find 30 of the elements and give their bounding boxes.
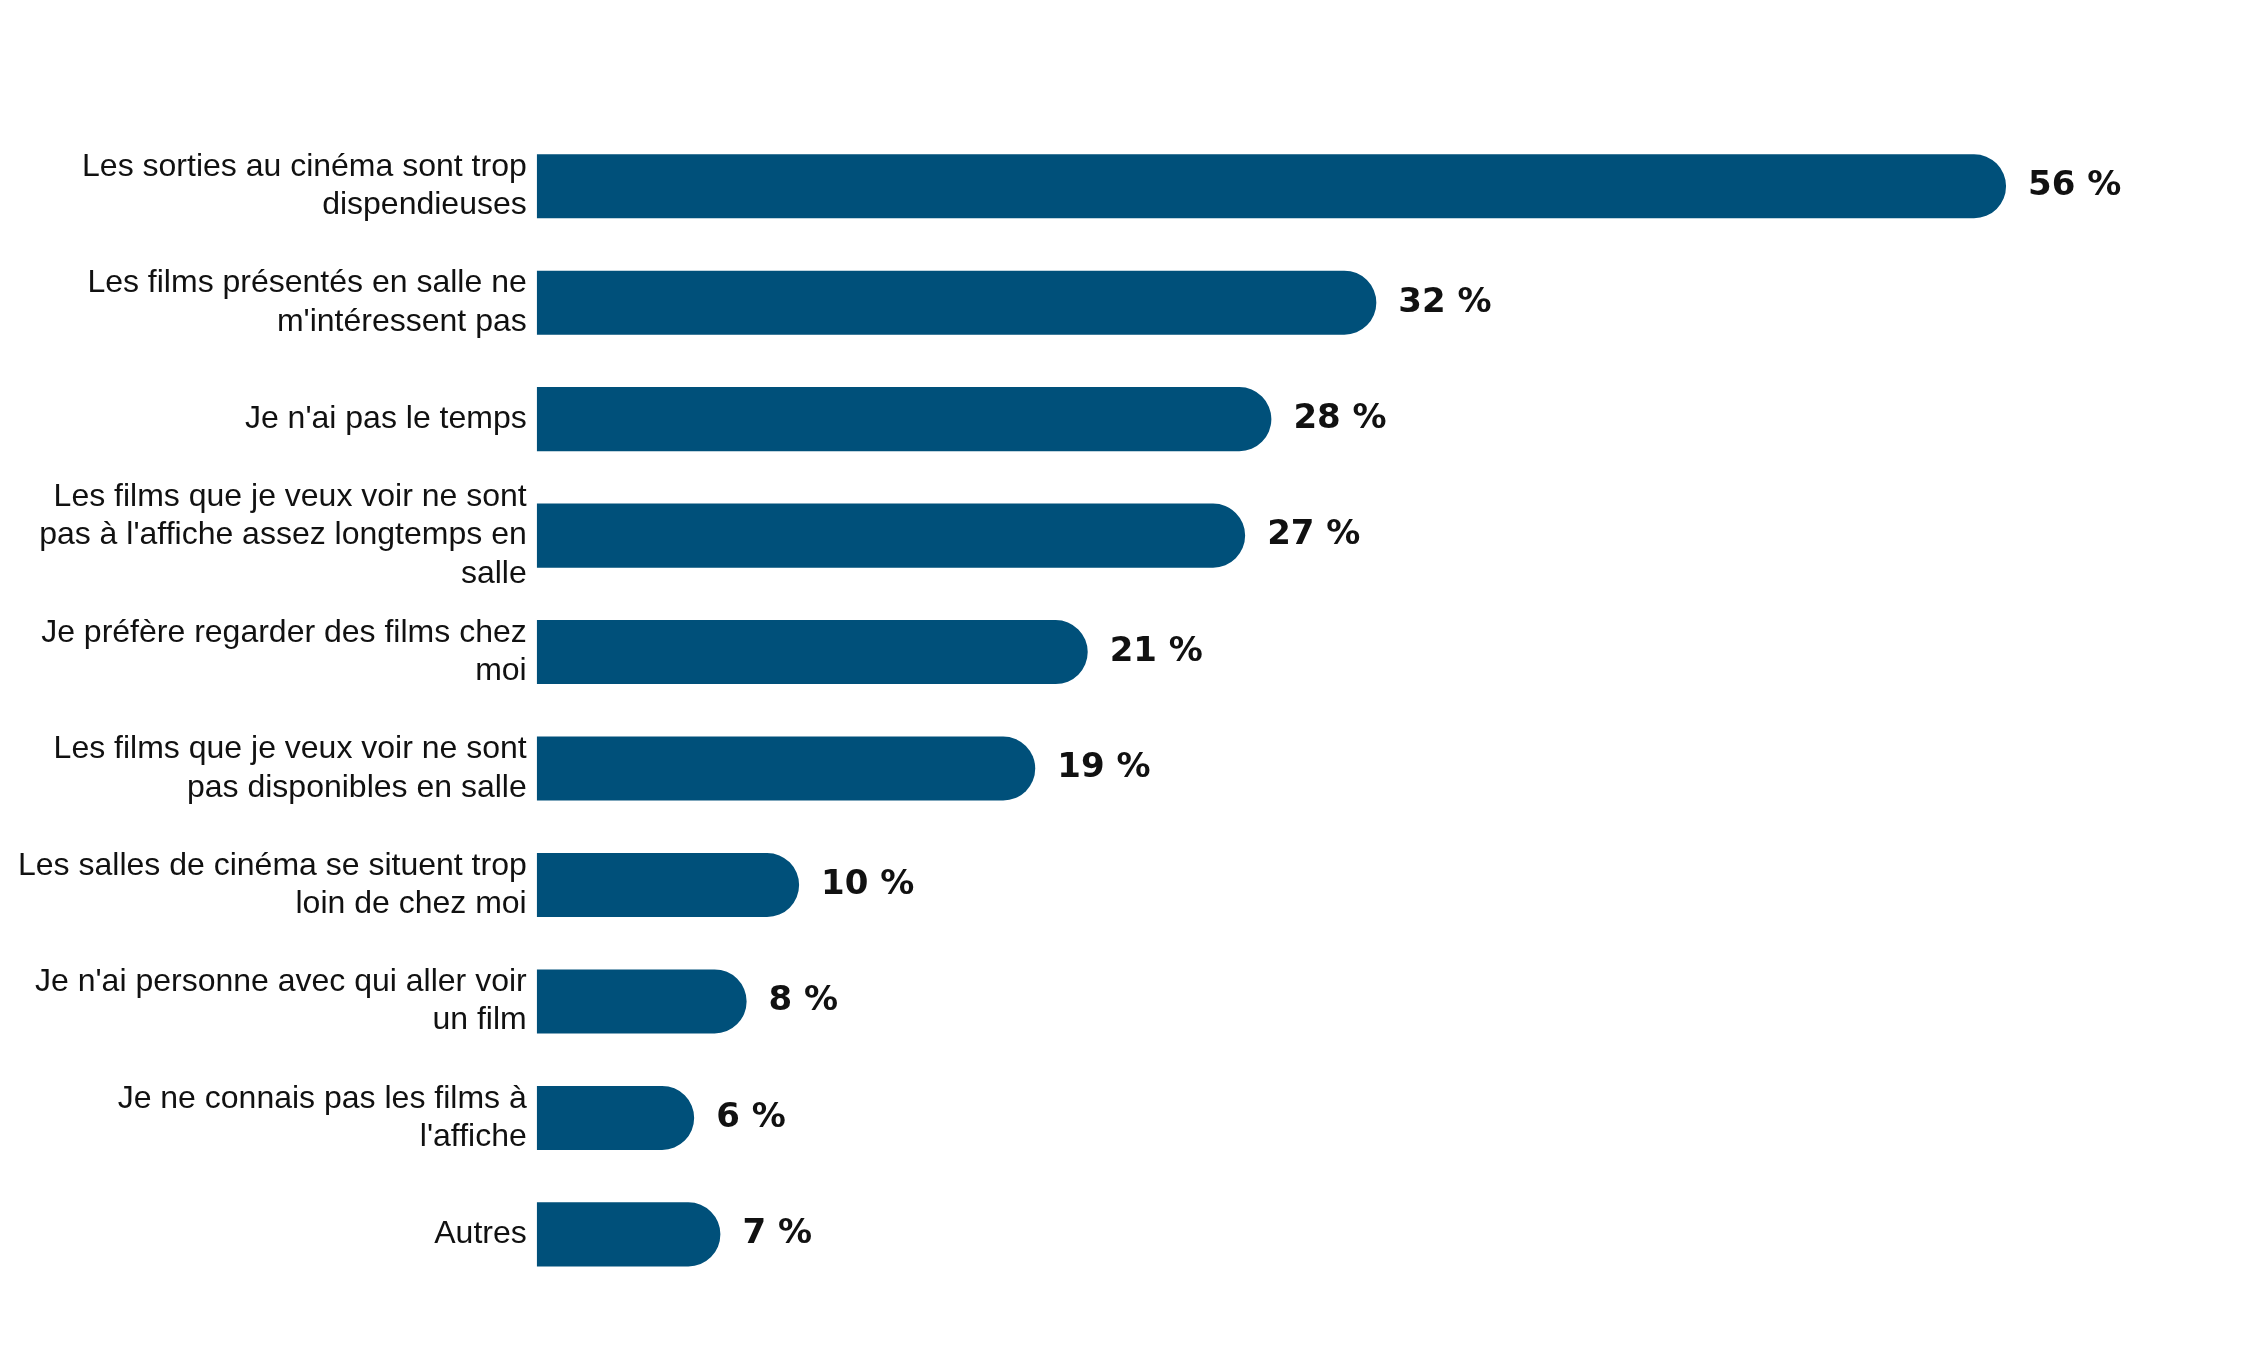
bar	[536, 969, 747, 1034]
y-tick-label: Les films que je veux voir ne sont pas à l'affiche assez longtemps en salle	[39, 477, 527, 590]
data-label: 8 %	[768, 978, 839, 1019]
y-tick-label: Autres	[434, 1214, 527, 1251]
data-label: 21 %	[1109, 628, 1203, 669]
y-tick-label: Je n'ai pas le temps	[244, 398, 527, 435]
y-tick-label: Je préfère regarder des films chez moi	[41, 612, 527, 688]
y-tick-label: Je n'ai personne avec qui aller voir un film	[35, 962, 528, 1037]
bar	[536, 736, 1036, 801]
data-label: 56 %	[2028, 163, 2122, 204]
bar	[536, 387, 1272, 452]
data-label: 6 %	[716, 1094, 786, 1135]
y-tick-label: Les salles de cinéma se situent trop loin de chez moi	[18, 845, 527, 921]
data-label: 10 %	[821, 861, 915, 902]
data-label: 32 %	[1398, 279, 1492, 320]
data-label: 19 %	[1057, 745, 1151, 786]
bar	[536, 503, 1246, 568]
bar	[536, 1202, 721, 1267]
y-tick-label: Les sorties au cinéma sont trop dispendieuses	[82, 146, 527, 222]
data-label: 7 %	[742, 1211, 812, 1252]
y-tick-label: Les films que je veux voir ne sont pas disponibles en salle	[53, 729, 527, 804]
bar	[536, 852, 800, 918]
bar	[536, 1085, 695, 1150]
bar	[536, 620, 1088, 685]
bar	[536, 154, 2007, 219]
y-tick-label: Les films présentés en salle ne m'intéressent pas	[87, 263, 527, 338]
data-label: 28 %	[1293, 395, 1387, 436]
data-label: 27 %	[1267, 512, 1361, 553]
bar	[536, 270, 1377, 335]
y-tick-label: Je ne connais pas les films à l'affiche	[117, 1078, 527, 1153]
